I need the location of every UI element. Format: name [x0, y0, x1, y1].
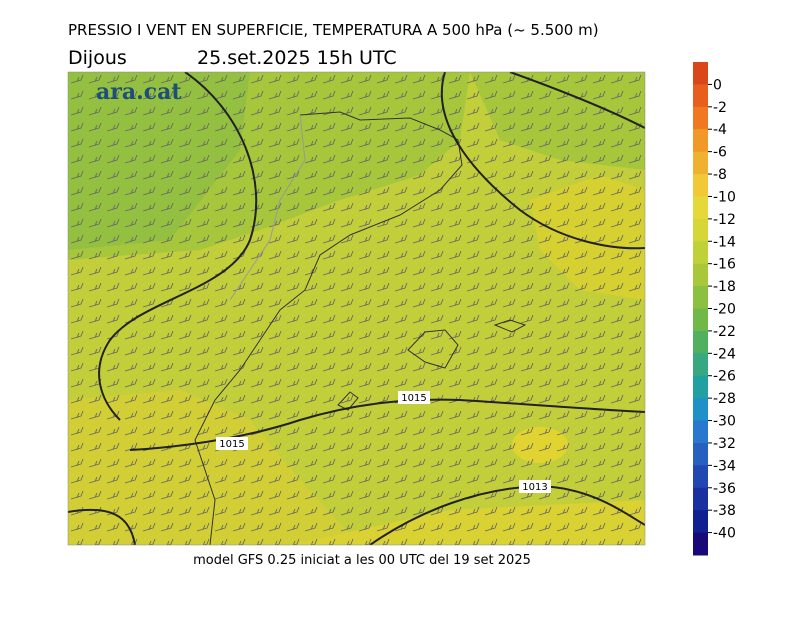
wind-barbs: [68, 72, 645, 545]
colorbar-tick-label: -36: [713, 481, 736, 497]
colorbar-tick-label: -4: [713, 122, 727, 138]
colorbar-tick-label: 0: [713, 77, 722, 93]
day: Dijous: [68, 47, 127, 69]
coastline: [194, 111, 463, 545]
isobar-label-box: [519, 480, 551, 493]
isobar: [129, 398, 645, 451]
footer: model GFS 0.25 iniciat a les 00 UTC del …: [193, 553, 531, 568]
isobar-label-box: [216, 437, 248, 450]
isobar: [509, 72, 645, 129]
colorbar-segment: [693, 196, 708, 220]
colorbar-tick-label: -38: [713, 503, 736, 519]
menorca: [493, 319, 527, 333]
colorbar-segment: [693, 308, 708, 332]
colorbar-segment: [693, 241, 708, 265]
colorbar-tick-label: -2: [713, 100, 727, 116]
colorbar-tick-label: -10: [713, 189, 736, 205]
colorbar-segment: [693, 487, 708, 511]
colorbar-tick-label: -32: [713, 436, 736, 452]
colorbar-segment: [693, 375, 708, 399]
colorbar-tick-label: -34: [713, 458, 736, 474]
colorbar-segment: [693, 353, 708, 377]
colorbar-segment: [693, 106, 708, 130]
mallorca: [407, 329, 459, 369]
colorbar-tick-label: -18: [713, 279, 736, 295]
colorbar-segment: [693, 263, 708, 287]
map-frame: [67, 71, 646, 546]
colorbar-tick-label: -30: [713, 414, 736, 430]
colorbar-segment: [693, 465, 708, 489]
isobar-label: 1013: [522, 482, 547, 493]
colorbar-segment: [693, 151, 708, 175]
title: PRESSIO I VENT EN SUPERFICIE, TEMPERATUR…: [68, 21, 599, 39]
colorbar-segment: [693, 62, 708, 85]
isobar: [98, 72, 258, 421]
map: 1015 1015 1013 ara.cat: [68, 72, 645, 545]
logo: ara.cat: [96, 79, 182, 105]
colorbar: 0 -2 -4 -6 -8 -10 -12 -14 -16 -18 -20 -22 -24 -26 -28 -…: [693, 62, 736, 556]
colorbar-tick-label: -6: [713, 145, 727, 161]
colorbar-segment: [693, 510, 708, 534]
date: 25.set.2025 15h UTC: [197, 47, 397, 69]
colorbar-segment: [693, 442, 708, 466]
colorbar-segment: [693, 330, 708, 354]
colorbar-tick-label: -8: [713, 167, 727, 183]
colorbar-tick-label: -40: [713, 526, 736, 542]
isobar-label-box: [398, 391, 430, 404]
colorbar-segment: [693, 129, 708, 153]
border: [229, 114, 306, 301]
isobar: [440, 72, 645, 250]
colorbar-tick-label: -12: [713, 212, 736, 228]
colorbar-tick-label: -14: [713, 234, 736, 250]
colorbar-tick-label: -16: [713, 257, 736, 273]
colorbar-tick-label: -20: [713, 302, 736, 318]
colorbar-tick-label: -28: [713, 391, 736, 407]
colorbar-segment: [693, 398, 708, 422]
isobar-label: 1015: [219, 439, 244, 450]
colorbar-segment: [693, 532, 708, 556]
colorbar-segment: [693, 174, 708, 197]
colorbar-segment: [693, 420, 708, 444]
isobar: [68, 508, 136, 545]
colorbar-tick-label: -26: [713, 369, 736, 385]
colorbar-segment: [693, 84, 708, 108]
colorbar-segment: [693, 218, 708, 242]
isobar-label: 1015: [401, 393, 426, 404]
colorbar-segment: [693, 286, 708, 309]
colorbar-tick-label: -24: [713, 346, 736, 362]
colorbar-tick-label: -22: [713, 324, 736, 340]
